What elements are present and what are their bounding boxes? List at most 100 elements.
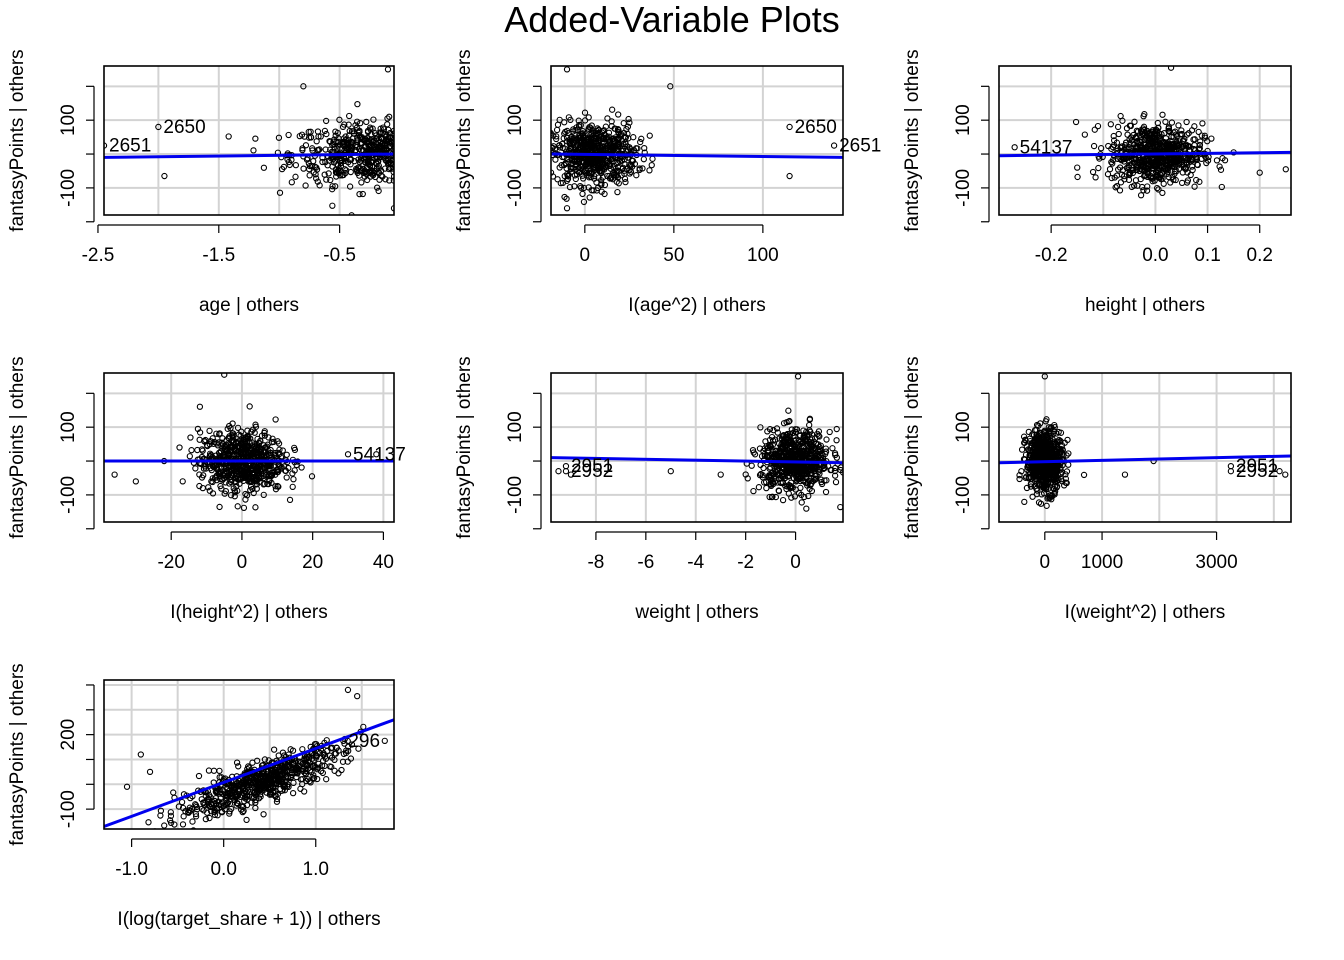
data-point (1162, 118, 1169, 125)
data-point (1042, 469, 1049, 477)
data-point (180, 813, 187, 820)
data-point (309, 145, 316, 152)
data-point (400, 142, 405, 147)
data-point (527, 145, 532, 150)
data-point (323, 737, 330, 744)
data-point (272, 471, 279, 478)
point-id-label: 296 (348, 731, 380, 752)
data-point (206, 450, 214, 457)
data-point (360, 165, 367, 173)
data-point (440, 139, 445, 144)
data-point (216, 431, 223, 438)
data-point (543, 149, 548, 154)
data-point (262, 444, 270, 451)
data-point (223, 800, 231, 808)
data-point (341, 157, 349, 165)
data-point (244, 781, 251, 788)
data-point (1080, 471, 1088, 479)
data-point (356, 190, 363, 198)
data-point (244, 778, 252, 785)
data-point (321, 762, 328, 770)
data-point (1174, 156, 1181, 163)
data-point (258, 445, 265, 453)
data-point (367, 124, 374, 131)
data-point (401, 128, 406, 133)
data-point (553, 135, 560, 143)
data-point (411, 183, 416, 188)
data-point (323, 176, 330, 183)
x-tick-label: -0.5 (323, 245, 356, 266)
data-point (1169, 162, 1176, 170)
data-point (826, 428, 833, 436)
data-point (817, 447, 824, 455)
data-point (308, 473, 316, 480)
data-point (1072, 118, 1080, 126)
data-point (551, 131, 554, 139)
data-point (243, 816, 250, 824)
data-point (229, 433, 236, 440)
data-point (438, 163, 443, 168)
data-point (441, 152, 446, 157)
regression-line (999, 150, 1291, 158)
data-point (1150, 174, 1157, 181)
data-point (269, 435, 276, 442)
data-point (321, 127, 329, 135)
data-point (1117, 144, 1124, 151)
data-point (1155, 186, 1162, 193)
x-tick-label: 20 (302, 552, 323, 573)
data-point (1219, 155, 1226, 162)
data-point (418, 162, 423, 167)
data-point (272, 770, 279, 777)
data-point (266, 477, 273, 485)
data-point (1057, 429, 1065, 436)
data-point (585, 114, 592, 121)
data-point (223, 795, 230, 802)
data-point (369, 171, 376, 178)
labeled-point (257, 784, 264, 792)
data-point (404, 143, 409, 148)
data-point (247, 465, 255, 472)
data-point (413, 160, 418, 165)
data-point (1031, 471, 1038, 478)
data-point (213, 805, 220, 813)
data-point (334, 162, 342, 169)
data-point (434, 143, 439, 148)
data-point (426, 145, 431, 150)
data-point (1049, 436, 1056, 443)
data-point (1131, 159, 1138, 166)
data-point (428, 155, 433, 160)
data-point (381, 737, 388, 744)
data-point (604, 172, 611, 180)
data-point (272, 483, 279, 490)
data-point (621, 161, 628, 168)
data-point (390, 173, 394, 180)
x-tick-label: 1000 (1081, 552, 1123, 573)
data-point (581, 167, 589, 175)
data-point (553, 126, 561, 134)
data-point (818, 480, 826, 488)
data-point (373, 135, 381, 142)
data-point (441, 128, 446, 133)
data-point (326, 157, 333, 164)
data-point (167, 819, 175, 827)
data-point (402, 158, 407, 163)
data-point (346, 183, 354, 190)
data-point (268, 471, 275, 479)
data-point (410, 162, 415, 167)
x-tick-label: 0 (580, 245, 591, 266)
data-point (247, 435, 254, 442)
data-point (1094, 122, 1102, 130)
data-point (260, 164, 268, 171)
data-point (613, 159, 620, 167)
data-point (1121, 176, 1128, 183)
data-point (1095, 164, 1102, 172)
data-point (198, 796, 205, 803)
data-point (416, 163, 421, 168)
data-point (805, 492, 812, 500)
plot-frame (103, 65, 395, 216)
data-point (845, 449, 850, 454)
data-point (1035, 499, 1043, 506)
data-point (405, 152, 410, 157)
data-point (188, 447, 195, 454)
